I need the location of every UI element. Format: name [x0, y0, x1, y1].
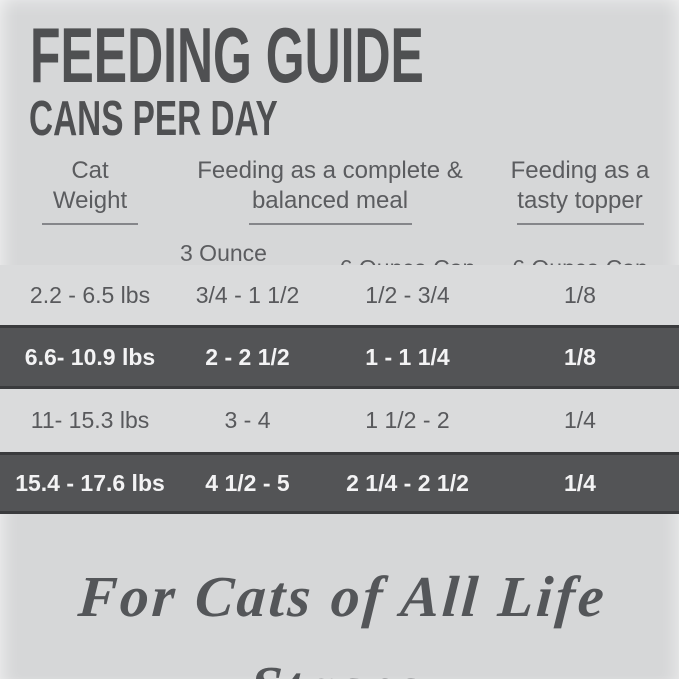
cell-meal-3oz: 4 1/2 - 5	[205, 469, 290, 496]
header-line: Feeding as a complete &	[197, 157, 463, 184]
header-line: balanced meal	[251, 187, 409, 214]
header-cat-weight: Cat Weight	[0, 156, 180, 225]
header-underline	[516, 223, 644, 225]
tagline-all-life-stages: For Cats of All Life Stages	[76, 564, 610, 679]
table-row: 2.2 - 6.5 lbs 3/4 - 1 1/2 1/2 - 3/4 1/8	[0, 265, 679, 325]
cell-topper-6oz: 1/4	[564, 407, 596, 433]
cell-topper-6oz: 1/8	[564, 343, 596, 370]
header-line: Feeding as a	[510, 157, 650, 184]
table-row-highlighted: 15.4 - 17.6 lbs 4 1/2 - 5 2 1/4 - 2 1/2 …	[0, 452, 679, 514]
page-subtitle: CANS PER DAY	[29, 92, 278, 146]
cell-meal-6oz: 1 1/2 - 2	[365, 407, 450, 433]
table-header-row: Cat Weight Feeding as a complete & balan…	[0, 156, 660, 225]
header-tasty-topper: Feeding as a tasty topper	[500, 156, 660, 225]
header-underline	[42, 223, 138, 225]
header-line: Cat	[71, 157, 109, 184]
cell-weight: 2.2 - 6.5 lbs	[29, 281, 151, 308]
cell-topper-6oz: 1/4	[564, 469, 596, 496]
cell-meal-3oz: 3/4 - 1 1/2	[195, 281, 300, 308]
cell-meal-6oz: 1 - 1 1/4	[365, 343, 450, 370]
table-row-highlighted: 6.6- 10.9 lbs 2 - 2 1/2 1 - 1 1/4 1/8	[0, 325, 679, 389]
header-complete-meal: Feeding as a complete & balanced meal	[170, 156, 490, 225]
cell-weight: 15.4 - 17.6 lbs	[15, 469, 165, 496]
header-line: tasty topper	[517, 187, 643, 214]
cell-meal-6oz: 1/2 - 3/4	[365, 281, 450, 308]
cell-meal-6oz: 2 1/4 - 2 1/2	[346, 469, 469, 496]
cell-topper-6oz: 1/8	[564, 281, 596, 308]
cell-weight: 6.6- 10.9 lbs	[24, 343, 156, 370]
table-row: 11- 15.3 lbs 3 - 4 1 1/2 - 2 1/4	[0, 389, 679, 452]
page-title: FEEDING GUIDE	[30, 11, 424, 99]
header-underline	[248, 223, 412, 225]
cell-meal-3oz: 2 - 2 1/2	[205, 343, 290, 370]
cell-meal-3oz: 3 - 4	[224, 407, 271, 433]
header-line: Weight	[52, 187, 128, 214]
cell-weight: 11- 15.3 lbs	[30, 407, 150, 433]
